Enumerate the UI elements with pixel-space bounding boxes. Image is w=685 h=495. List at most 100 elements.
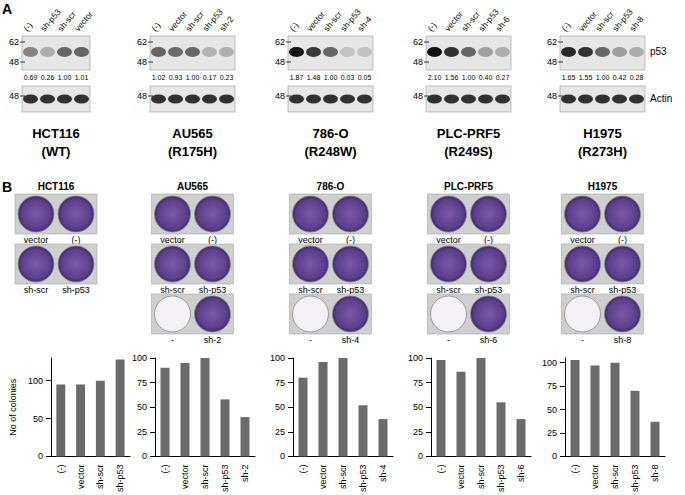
svg-text:-: -	[171, 335, 174, 345]
svg-text:1.00: 1.00	[324, 74, 338, 81]
svg-text:H1975: H1975	[588, 181, 618, 192]
svg-text:vector: vector	[570, 235, 595, 245]
svg-text:(-): (-)	[149, 20, 162, 33]
svg-text:100: 100	[131, 353, 146, 363]
svg-text:vector: vector	[160, 235, 185, 245]
svg-text:(-): (-)	[346, 235, 355, 245]
svg-text:48: 48	[547, 91, 557, 101]
svg-text:0: 0	[141, 451, 146, 461]
svg-text:50: 50	[136, 402, 146, 412]
svg-text:48: 48	[9, 57, 19, 67]
svg-text:(-): (-)	[160, 464, 170, 473]
svg-text:B: B	[2, 179, 12, 195]
svg-text:sh-4: sh-4	[355, 14, 373, 33]
svg-text:25: 25	[274, 427, 284, 437]
svg-text:HCT116: HCT116	[38, 181, 75, 192]
svg-text:sh-scr: sh-scr	[95, 464, 105, 489]
svg-text:sh-4: sh-4	[342, 335, 360, 345]
svg-text:50: 50	[546, 405, 556, 415]
svg-text:sh-scr: sh-scr	[570, 285, 595, 295]
svg-text:H1975: H1975	[583, 126, 621, 141]
svg-text:75: 75	[274, 378, 284, 388]
svg-text:(-): (-)	[570, 464, 580, 473]
svg-text:sh-p53: sh-p53	[337, 285, 365, 295]
svg-text:vector: vector	[72, 9, 95, 33]
svg-text:1.00: 1.00	[462, 74, 476, 81]
svg-text:(R249S): (R249S)	[444, 144, 492, 159]
svg-text:sh-p53: sh-p53	[62, 285, 90, 295]
svg-text:0.17: 0.17	[203, 74, 217, 81]
svg-text:sh-scr: sh-scr	[200, 464, 210, 489]
svg-text:sh-scr: sh-scr	[436, 285, 461, 295]
svg-text:sh-p53: sh-p53	[475, 285, 503, 295]
svg-text:sh-2: sh-2	[217, 14, 235, 33]
svg-text:62: 62	[9, 37, 19, 47]
svg-text:0.27: 0.27	[496, 74, 510, 81]
svg-text:0.03: 0.03	[341, 74, 355, 81]
svg-text:(R175H): (R175H)	[168, 144, 217, 159]
svg-text:1.55: 1.55	[579, 74, 593, 81]
svg-text:(-): (-)	[208, 235, 217, 245]
svg-text:786-O: 786-O	[312, 126, 348, 141]
svg-text:0.42: 0.42	[613, 74, 627, 81]
svg-text:48: 48	[413, 91, 423, 101]
svg-text:(-): (-)	[618, 235, 627, 245]
svg-text:No of colonies: No of colonies	[8, 378, 18, 436]
svg-text:1.00: 1.00	[186, 74, 200, 81]
svg-text:sh-p53: sh-p53	[609, 285, 637, 295]
svg-text:(-): (-)	[559, 20, 572, 33]
svg-text:vector: vector	[76, 464, 86, 489]
svg-text:1.56: 1.56	[445, 74, 459, 81]
svg-text:sh-6: sh-6	[516, 464, 526, 482]
svg-text:48: 48	[9, 91, 19, 101]
svg-text:48: 48	[275, 91, 285, 101]
svg-text:1.87: 1.87	[290, 74, 304, 81]
svg-text:-: -	[309, 335, 312, 345]
svg-text:vector: vector	[298, 235, 323, 245]
svg-text:sh-8: sh-8	[627, 14, 645, 33]
svg-text:100: 100	[28, 376, 43, 386]
svg-text:(WT): (WT)	[42, 144, 71, 159]
svg-text:p53: p53	[650, 46, 667, 57]
svg-text:HCT116: HCT116	[32, 126, 80, 141]
svg-text:vector: vector	[436, 235, 461, 245]
svg-text:0.26: 0.26	[41, 74, 55, 81]
svg-text:sh-8: sh-8	[650, 464, 660, 482]
svg-text:2.10: 2.10	[428, 74, 442, 81]
svg-text:sh-scr: sh-scr	[298, 285, 323, 295]
svg-text:100: 100	[407, 353, 422, 363]
svg-text:100: 100	[269, 353, 284, 363]
svg-text:0: 0	[551, 451, 556, 461]
svg-text:PLC-PRF5: PLC-PRF5	[437, 126, 501, 141]
svg-text:vector: vector	[318, 464, 328, 489]
svg-text:vector: vector	[180, 464, 190, 489]
svg-text:(-): (-)	[436, 464, 446, 473]
svg-text:(-): (-)	[425, 20, 438, 33]
svg-text:-: -	[581, 335, 584, 345]
svg-text:75: 75	[412, 378, 422, 388]
svg-text:100: 100	[541, 358, 556, 368]
svg-text:AU565: AU565	[177, 181, 209, 192]
svg-text:Actin: Actin	[650, 93, 672, 104]
svg-text:48: 48	[137, 91, 147, 101]
svg-text:(-): (-)	[21, 20, 34, 33]
svg-text:1.02: 1.02	[152, 74, 166, 81]
svg-text:0.69: 0.69	[24, 74, 38, 81]
svg-text:(-): (-)	[484, 235, 493, 245]
svg-text:1.00: 1.00	[58, 74, 72, 81]
svg-text:48: 48	[137, 57, 147, 67]
svg-text:1.01: 1.01	[75, 74, 89, 81]
svg-text:sh-p53: sh-p53	[220, 464, 230, 492]
svg-text:48: 48	[275, 57, 285, 67]
svg-text:50: 50	[412, 402, 422, 412]
svg-text:75: 75	[546, 381, 556, 391]
svg-text:(R248W): (R248W)	[304, 144, 356, 159]
svg-text:50: 50	[33, 414, 43, 424]
svg-text:sh-scr: sh-scr	[476, 464, 486, 489]
svg-text:sh-scr: sh-scr	[610, 464, 620, 489]
svg-text:sh-scr: sh-scr	[338, 464, 348, 489]
svg-text:0.05: 0.05	[358, 74, 372, 81]
svg-text:-: -	[447, 335, 450, 345]
svg-text:sh-6: sh-6	[493, 14, 511, 33]
svg-text:PLC-PRF5: PLC-PRF5	[444, 181, 493, 192]
